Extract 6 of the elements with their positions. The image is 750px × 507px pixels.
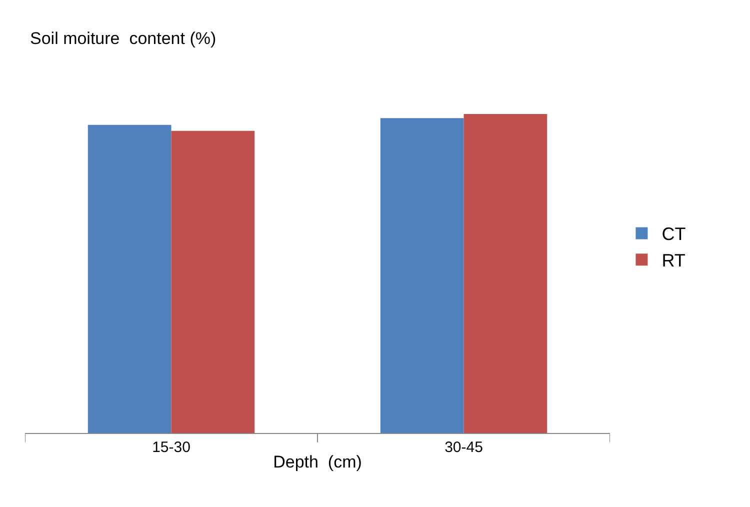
- x-axis-title: Depth (cm): [273, 452, 362, 472]
- x-tick-label: 30-45: [444, 439, 483, 456]
- legend-label: CT: [662, 224, 686, 244]
- legend-label: RT: [662, 250, 686, 271]
- x-tick-label: 15-30: [152, 439, 190, 456]
- chart-title: Soil moiture content (%): [30, 28, 216, 48]
